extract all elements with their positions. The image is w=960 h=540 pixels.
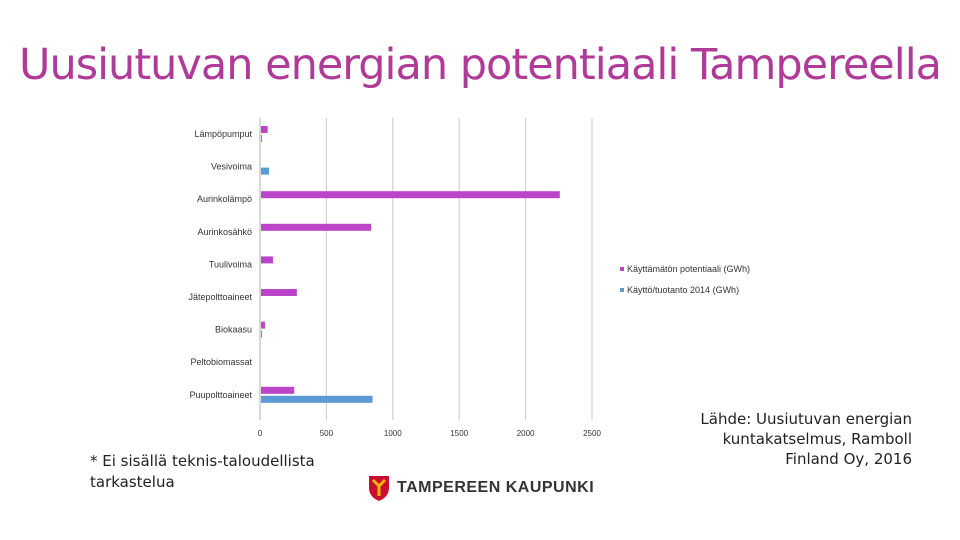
legend-swatch-unused-potential <box>620 266 624 271</box>
logo-text: TAMPEREEN KAUPUNKI <box>397 479 595 496</box>
bar-usage-2014 <box>261 167 269 175</box>
bar-unused-potential <box>261 256 273 264</box>
x-tick-label: 1000 <box>384 429 402 438</box>
category-label: Jätepolttoaineet <box>188 292 252 302</box>
legend-item-usage-2014: Käyttö/tuotanto 2014 (GWh) <box>620 283 750 296</box>
bar-unused-potential <box>261 289 297 296</box>
x-tick-label: 0 <box>258 429 263 438</box>
category-label: Lämpöpumput <box>194 129 252 139</box>
chart-gridlines <box>259 118 593 420</box>
category-label: Aurinkosähkö <box>197 227 252 237</box>
x-tick-label: 2500 <box>583 429 601 438</box>
bar-usage-2014 <box>261 135 263 142</box>
legend-label-unused-potential: Käyttämätön potentiaali (GWh) <box>627 263 751 274</box>
tampere-logo: TAMPEREEN KAUPUNKI <box>367 474 594 502</box>
legend-swatch-usage-2014 <box>620 287 624 292</box>
bar-usage-2014 <box>261 395 373 403</box>
category-label: Aurinkolämpö <box>197 194 252 204</box>
legend-label-usage-2014: Käyttö/tuotanto 2014 (GWh) <box>627 284 740 295</box>
x-tick-label: 1500 <box>450 429 468 438</box>
category-label: Tuulivoima <box>209 259 252 269</box>
x-tick-label: 2000 <box>517 429 535 438</box>
chart-labels: 0 500 1000 1500 2000 2500 Lämpöpumput Vesivoima… <box>188 129 601 438</box>
bar-unused-potential <box>261 223 372 231</box>
category-label: Biokaasu <box>215 325 252 335</box>
category-label: Peltobiomassat <box>190 357 252 367</box>
chart-legend: Käyttämätön potentiaali (GWh) Käyttö/tuo… <box>620 262 750 304</box>
bar-unused-potential <box>261 386 295 394</box>
tampere-crest-icon <box>369 476 389 501</box>
bar-unused-potential <box>261 191 560 199</box>
chart-bars <box>261 126 560 403</box>
category-label: Vesivoima <box>211 162 252 172</box>
category-label: Puupolttoaineet <box>189 390 252 400</box>
bar-unused-potential <box>261 126 268 133</box>
bar-unused-potential <box>261 321 265 329</box>
x-tick-label: 500 <box>320 429 334 438</box>
footnote: * Ei sisällä teknis-taloudellista tarkas… <box>90 452 315 491</box>
source-citation: Lähde: Uusiutuvan energian kuntakatselmu… <box>700 410 912 468</box>
page-title: Uusiutuvan energian potentiaali Tamperee… <box>18 40 942 90</box>
legend-item-unused-potential: Käyttämätön potentiaali (GWh) <box>620 262 750 275</box>
bar-usage-2014 <box>261 330 263 338</box>
